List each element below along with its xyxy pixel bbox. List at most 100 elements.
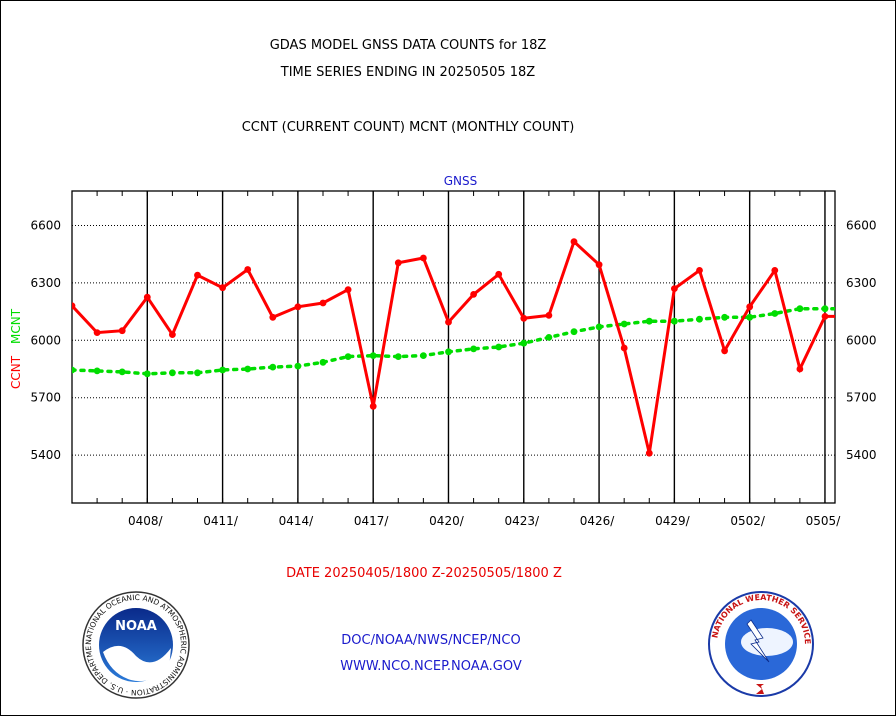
mcnt-series-point xyxy=(645,317,653,325)
nws-logo: NATIONAL WEATHER SERVICE xyxy=(708,591,814,697)
mcnt-series-point xyxy=(445,348,452,356)
plot-area-border xyxy=(71,190,836,504)
y-tick-label-right: 6000 xyxy=(846,333,877,347)
y-axis-label-mcnt: MCNT xyxy=(9,308,23,344)
mcnt-series-point xyxy=(118,368,126,376)
ccnt-series-point xyxy=(570,238,578,246)
ccnt-series-point xyxy=(771,267,779,274)
mcnt-series-point xyxy=(696,315,703,323)
mcnt-series-point xyxy=(847,305,854,312)
y-tick-label-left: 5400 xyxy=(30,448,61,462)
x-tick-label: 0429/ xyxy=(655,514,691,528)
mcnt-series-point xyxy=(344,353,352,360)
ccnt-series-point xyxy=(294,303,302,311)
x-tick-label: 0502/ xyxy=(730,514,766,528)
ccnt-series xyxy=(72,238,854,457)
mcnt-series-point xyxy=(545,334,553,341)
ccnt-series-point xyxy=(645,449,653,457)
x-tick-label: 0426/ xyxy=(580,514,616,528)
mcnt-series-point xyxy=(244,365,252,373)
mcnt-series-point xyxy=(771,310,779,317)
chart-title-line1: GDAS MODEL GNSS DATA COUNTS for 18Z xyxy=(269,38,547,53)
ccnt-series-point xyxy=(470,291,477,298)
footer-line2[interactable]: WWW.NCO.NCEP.NOAA.GOV xyxy=(340,659,522,674)
ccnt-series-point xyxy=(445,318,452,326)
mcnt-series-point xyxy=(721,313,728,321)
x-tick-label: 0408/ xyxy=(128,514,164,528)
ccnt-series-point xyxy=(344,286,352,293)
ccnt-series-point xyxy=(721,347,728,355)
mcnt-series-line xyxy=(72,306,835,376)
ccnt-series-point xyxy=(671,285,678,292)
ccnt-series-point xyxy=(319,299,327,307)
lightning-bolt-icon xyxy=(746,619,770,663)
ccnt-series-point xyxy=(821,313,829,320)
y-tick-label-left: 5700 xyxy=(30,391,61,405)
x-tick-label: 0414/ xyxy=(279,514,315,528)
mcnt-series-point xyxy=(294,362,302,370)
ccnt-series-point xyxy=(369,402,377,410)
y-tick-label-right: 6600 xyxy=(846,218,877,232)
ccnt-series-point xyxy=(696,267,703,274)
ccnt-series-point xyxy=(545,312,553,319)
x-tick-label: 0423/ xyxy=(504,514,540,528)
mcnt-series-point xyxy=(620,320,628,328)
y-tick-label-right: 5700 xyxy=(846,391,877,405)
mcnt-series-point xyxy=(319,358,327,366)
mcnt-series-point xyxy=(595,323,603,331)
mcnt-series-point xyxy=(570,328,578,336)
chart-title-line2: TIME SERIES ENDING IN 20250505 18Z xyxy=(280,65,536,80)
ccnt-series-point xyxy=(847,313,854,320)
ccnt-series-point xyxy=(72,302,76,310)
y-tick-label-left: 6300 xyxy=(30,276,61,290)
mcnt-series-point xyxy=(821,305,829,313)
ccnt-series-point xyxy=(520,314,528,322)
ccnt-series-point xyxy=(620,344,628,352)
ccnt-series-point xyxy=(595,261,603,269)
ccnt-series-point xyxy=(219,284,227,292)
ccnt-series-point xyxy=(169,331,176,338)
footer-line1[interactable]: DOC/NOAA/NWS/NCEP/NCO xyxy=(341,633,521,648)
mcnt-series-point xyxy=(143,370,151,378)
plot-header: GNSS xyxy=(444,174,478,188)
mcnt-series-point xyxy=(194,369,201,377)
ccnt-series-point xyxy=(244,266,252,273)
ccnt-series-point xyxy=(796,365,804,373)
ccnt-series-point xyxy=(495,270,503,278)
noaa-gull-icon xyxy=(103,645,171,682)
ccnt-series-point xyxy=(269,313,277,321)
mcnt-series xyxy=(72,305,854,378)
mcnt-series-point xyxy=(470,345,477,353)
ccnt-series-point xyxy=(420,254,427,262)
mcnt-series-point xyxy=(369,352,377,359)
x-tick-label: 0420/ xyxy=(429,514,465,528)
y-tick-label-left: 6600 xyxy=(30,218,61,232)
ccnt-series-point xyxy=(194,271,201,279)
mcnt-series-point xyxy=(746,313,754,321)
mcnt-series-point xyxy=(520,339,528,347)
ccnt-series-point xyxy=(746,303,754,311)
y-tick-label-left: 6000 xyxy=(30,333,61,347)
star-icon xyxy=(756,684,764,694)
ccnt-series-point xyxy=(143,293,151,301)
mcnt-series-point xyxy=(796,305,804,313)
noaa-logo: NATIONAL OCEANIC AND ATMOSPHERIC ADMINIS… xyxy=(81,590,190,699)
x-tick-label: 0411/ xyxy=(203,514,239,528)
mcnt-series-point xyxy=(420,352,427,359)
noaa-wordmark: NOAA xyxy=(115,619,157,634)
chart-title-line3: CCNT (CURRENT COUNT) MCNT (MONTHLY COUNT… xyxy=(241,120,575,135)
nws-cloud-icon xyxy=(741,628,793,656)
mcnt-series-point xyxy=(169,369,176,377)
y-axis-label-ccnt: CCNT xyxy=(9,355,23,389)
y-tick-label-right: 5400 xyxy=(846,448,877,462)
mcnt-series-point xyxy=(495,343,503,351)
date-range-label: DATE 20250405/1800 Z-20250505/1800 Z xyxy=(286,566,562,581)
mcnt-series-point xyxy=(671,317,678,325)
ccnt-series-point xyxy=(93,329,101,336)
mcnt-series-point xyxy=(219,366,227,374)
ccnt-series-point xyxy=(394,259,402,267)
ccnt-series-point xyxy=(118,327,126,335)
mcnt-series-point xyxy=(394,353,402,360)
